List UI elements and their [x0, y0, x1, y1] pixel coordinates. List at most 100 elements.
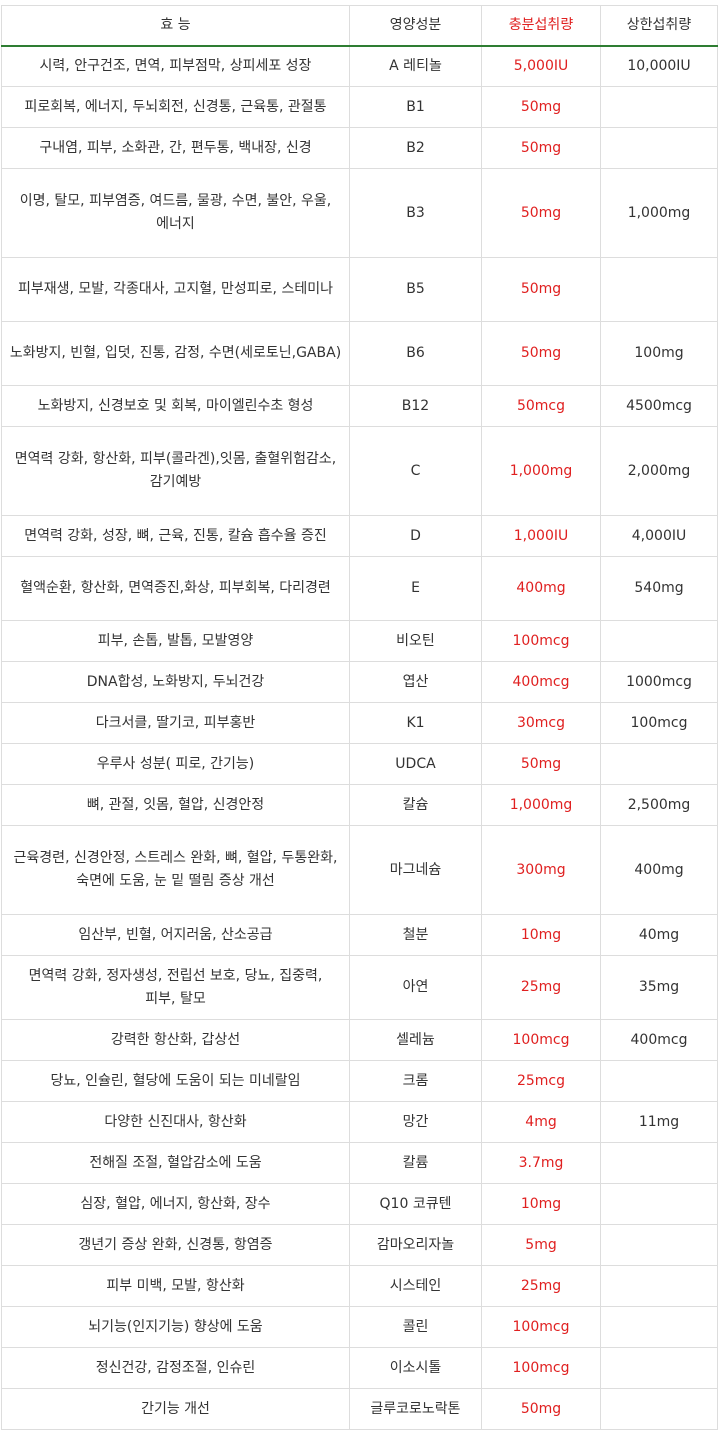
nutrient-cell: B6 — [349, 321, 482, 386]
effect-text: 심장, 혈압, 에너지, 항산화, 장수 — [80, 1195, 271, 1212]
upper-intake-cell: 1,000mg — [600, 168, 718, 258]
table-row: 피부, 손톱, 발톱, 모발영양 비오틴 100mcg — [1, 620, 718, 662]
effect-text: 정신건강, 감정조절, 인슈린 — [95, 1359, 256, 1376]
sufficient-intake-cell: 300mg — [481, 825, 601, 915]
nutrient-cell: A 레티놀 — [349, 45, 482, 87]
table-row: 면역력 강화, 항산화, 피부(콜라겐),잇몸, 출혈위험감소, 감기예방 C 1,0… — [1, 426, 718, 516]
nutrient-cell: K1 — [349, 702, 482, 744]
nutrient-cell: 감마오리자놀 — [349, 1224, 482, 1266]
effect-text: 면역력 강화, 항산화, 피부(콜라겐),잇몸, 출혈위험감소, — [14, 451, 337, 467]
effect-text: 피로회복, 에너지, 두뇌회전, 신경통, 근육통, 관절통 — [24, 98, 327, 115]
nutrient-cell: 콜린 — [349, 1306, 482, 1348]
sufficient-intake-cell: 25mcg — [481, 1060, 601, 1102]
sufficient-intake-cell: 100mcg — [481, 1347, 601, 1389]
effect-text: 근육경련, 신경안정, 스트레스 완화, 뼈, 혈압, 두통완화, — [13, 850, 338, 866]
sufficient-intake-cell: 25mg — [481, 1265, 601, 1307]
effect-text: 혈액순환, 항산화, 면역증진,화상, 피부회복, 다리경련 — [20, 580, 331, 596]
sufficient-intake-cell: 1,000mg — [481, 784, 601, 826]
sufficient-intake-cell: 50mg — [481, 86, 601, 128]
upper-intake-cell: 11mg — [600, 1101, 718, 1143]
table-row: 다양한 신진대사, 항산화 망간 4mg 11mg — [1, 1101, 718, 1143]
effect-text: 면역력 강화, 정자생성, 전립선 보호, 당뇨, 집중력, — [28, 967, 323, 984]
upper-intake-cell: 540mg — [600, 556, 718, 621]
nutrient-cell: 크롬 — [349, 1060, 482, 1102]
effect-text: 우루사 성분( 피로, 간기능) — [96, 755, 255, 772]
effect-text: 다양한 신진대사, 항산화 — [104, 1113, 247, 1130]
upper-intake-cell: 400mcg — [600, 1019, 718, 1061]
upper-intake-cell: 100mcg — [600, 702, 718, 744]
effect-cell: 심장, 혈압, 에너지, 항산화, 장수 — [1, 1183, 350, 1225]
sufficient-intake-cell: 10mg — [481, 914, 601, 956]
effect-text: 전해질 조절, 혈압감소에 도움 — [89, 1154, 262, 1171]
effect-cell: 혈액순환, 항산화, 면역증진,화상, 피부회복, 다리경련 — [1, 556, 350, 621]
effect-text: 감기예방 — [149, 474, 202, 490]
effect-text: 이명, 탈모, 피부염증, 여드름, 물광, 수면, 불안, 우울, — [19, 193, 332, 209]
effect-cell: 간기능 개선 — [1, 1388, 350, 1430]
effect-cell: 뇌기능(인지기능) 향상에 도움 — [1, 1306, 350, 1348]
effect-cell: 피부, 손톱, 발톱, 모발영양 — [1, 620, 350, 662]
upper-intake-cell — [600, 1183, 718, 1225]
nutrient-cell: Q10 코큐텐 — [349, 1183, 482, 1225]
sufficient-intake-cell: 100mcg — [481, 1019, 601, 1061]
upper-intake-cell — [600, 1224, 718, 1266]
header-sufficient-intake: 충분섭취량 — [481, 5, 601, 47]
effect-cell: 다양한 신진대사, 항산화 — [1, 1101, 350, 1143]
effect-cell: 전해질 조절, 혈압감소에 도움 — [1, 1142, 350, 1184]
effect-cell: DNA합성, 노화방지, 두뇌건강 — [1, 661, 350, 703]
nutrient-cell: B1 — [349, 86, 482, 128]
table-row: 강력한 항산화, 갑상선 셀레늄 100mcg 400mcg — [1, 1019, 718, 1061]
header-effect: 효 능 — [1, 5, 350, 47]
sufficient-intake-cell: 25mg — [481, 955, 601, 1020]
nutrient-table-container: 효 능 영양성분 충분섭취량 상한섭취량 시력, 안구건조, 면역, 피부점막,… — [0, 5, 718, 1430]
effect-cell: 강력한 항산화, 갑상선 — [1, 1019, 350, 1061]
nutrient-cell: 이소시톨 — [349, 1347, 482, 1389]
nutrient-cell: 칼륨 — [349, 1142, 482, 1184]
upper-intake-cell: 100mg — [600, 321, 718, 386]
effect-cell: 면역력 강화, 항산화, 피부(콜라겐),잇몸, 출혈위험감소, 감기예방 — [1, 426, 350, 516]
effect-text: 임산부, 빈혈, 어지러움, 산소공급 — [78, 926, 273, 943]
table-row: 구내염, 피부, 소화관, 간, 편두통, 백내장, 신경 B2 50mg — [1, 127, 718, 169]
table-row: 피로회복, 에너지, 두뇌회전, 신경통, 근육통, 관절통 B1 50mg — [1, 86, 718, 128]
sufficient-intake-cell: 5,000IU — [481, 45, 601, 87]
upper-intake-cell — [600, 743, 718, 785]
nutrient-cell: 철분 — [349, 914, 482, 956]
effect-text: 뼈, 관절, 잇몸, 혈압, 신경안정 — [86, 796, 265, 813]
effect-text: 노화방지, 빈혈, 입덧, 진통, 감정, 수면(세로토닌,GABA) — [9, 345, 342, 361]
upper-intake-cell: 2,000mg — [600, 426, 718, 516]
sufficient-intake-cell: 400mg — [481, 556, 601, 621]
effect-text: 당뇨, 인슐린, 혈당에 도움이 되는 미네랄임 — [50, 1072, 301, 1089]
upper-intake-cell: 4,000IU — [600, 515, 718, 557]
table-row: 당뇨, 인슐린, 혈당에 도움이 되는 미네랄임 크롬 25mcg — [1, 1060, 718, 1102]
effect-text: DNA합성, 노화방지, 두뇌건강 — [86, 673, 265, 690]
nutrient-cell: E — [349, 556, 482, 621]
nutrient-cell: 셀레늄 — [349, 1019, 482, 1061]
table-row: 심장, 혈압, 에너지, 항산화, 장수 Q10 코큐텐 10mg — [1, 1183, 718, 1225]
table-row: 근육경련, 신경안정, 스트레스 완화, 뼈, 혈압, 두통완화, 숙면에 도움,… — [1, 825, 718, 915]
nutrient-cell: 마그네슘 — [349, 825, 482, 915]
upper-intake-cell: 2,500mg — [600, 784, 718, 826]
table-row: 노화방지, 빈혈, 입덧, 진통, 감정, 수면(세로토닌,GABA) B6 50m… — [1, 321, 718, 386]
table-row: DNA합성, 노화방지, 두뇌건강 엽산 400mcg 1000mcg — [1, 661, 718, 703]
effect-cell: 구내염, 피부, 소화관, 간, 편두통, 백내장, 신경 — [1, 127, 350, 169]
table-row: 시력, 안구건조, 면역, 피부점막, 상피세포 성장 A 레티놀 5,000IU 1… — [1, 45, 718, 87]
effect-text: 피부 미백, 모발, 항산화 — [106, 1277, 245, 1294]
sufficient-intake-cell: 400mcg — [481, 661, 601, 703]
nutrient-cell: B5 — [349, 257, 482, 322]
sufficient-intake-cell: 50mg — [481, 257, 601, 322]
header-upper-intake: 상한섭취량 — [600, 5, 718, 47]
upper-intake-cell — [600, 1306, 718, 1348]
effect-text: 다크서클, 딸기코, 피부홍반 — [95, 714, 256, 731]
table-row: 우루사 성분( 피로, 간기능) UDCA 50mg — [1, 743, 718, 785]
sufficient-intake-cell: 1,000IU — [481, 515, 601, 557]
header-nutrient: 영양성분 — [349, 5, 482, 47]
table-row: 면역력 강화, 정자생성, 전립선 보호, 당뇨, 집중력, 피부, 탈모 아연 25… — [1, 955, 718, 1020]
sufficient-intake-cell: 50mg — [481, 1388, 601, 1430]
effect-cell: 피부재생, 모발, 각종대사, 고지혈, 만성피로, 스테미나 — [1, 257, 350, 322]
upper-intake-cell: 4500mcg — [600, 385, 718, 427]
effect-cell: 우루사 성분( 피로, 간기능) — [1, 743, 350, 785]
upper-intake-cell — [600, 620, 718, 662]
effect-cell: 면역력 강화, 정자생성, 전립선 보호, 당뇨, 집중력, 피부, 탈모 — [1, 955, 350, 1020]
sufficient-intake-cell: 5mg — [481, 1224, 601, 1266]
upper-intake-cell: 400mg — [600, 825, 718, 915]
upper-intake-cell: 1000mcg — [600, 661, 718, 703]
